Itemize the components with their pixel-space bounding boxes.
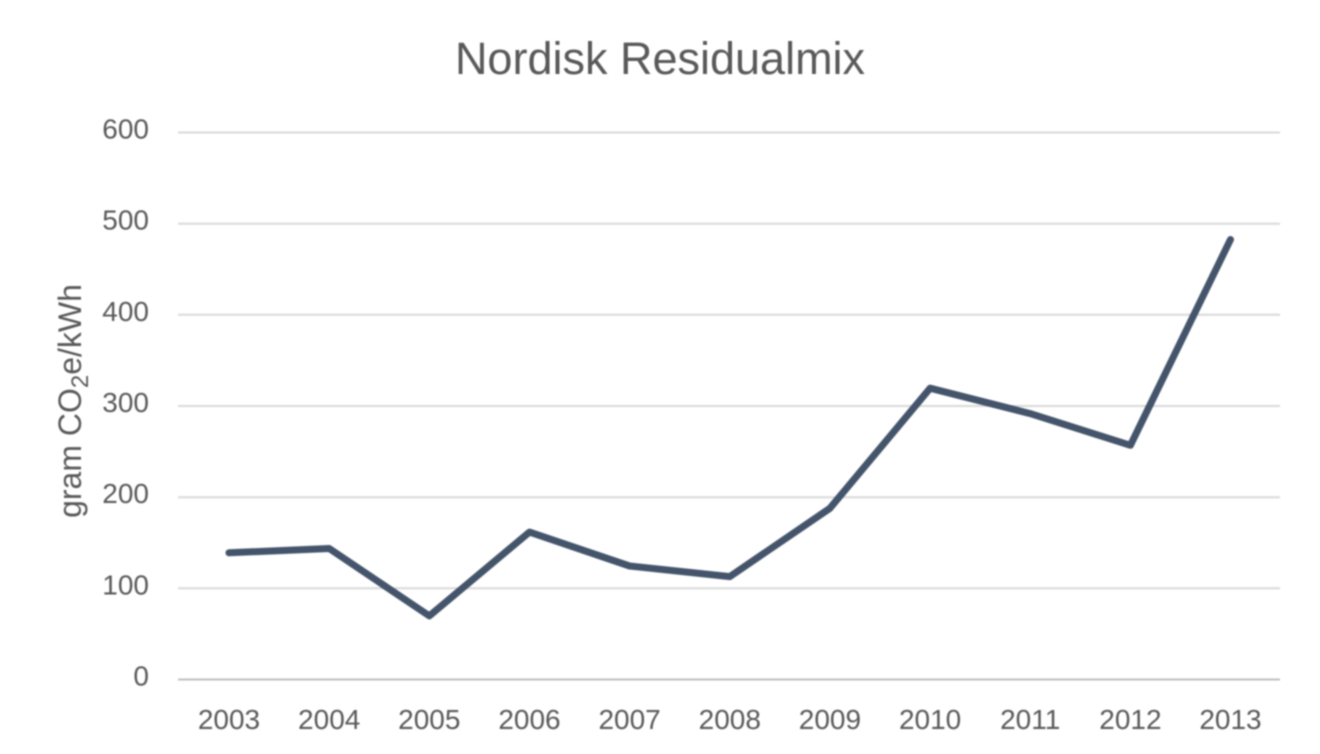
svg-text:2011: 2011 [1000,704,1060,735]
svg-text:2005: 2005 [398,704,460,735]
svg-text:2004: 2004 [298,704,360,735]
svg-text:200: 200 [102,478,149,509]
svg-text:2013: 2013 [1199,704,1261,735]
svg-text:Nordisk Residualmix: Nordisk Residualmix [455,33,866,84]
svg-text:2010: 2010 [899,704,961,735]
svg-text:0: 0 [133,661,149,692]
svg-text:600: 600 [102,114,149,145]
svg-text:2003: 2003 [198,704,260,735]
svg-text:gram CO2e/kWh: gram CO2e/kWh [52,284,94,518]
svg-text:500: 500 [102,205,149,236]
svg-text:2009: 2009 [799,704,861,735]
svg-text:100: 100 [102,569,149,600]
svg-text:2006: 2006 [498,704,560,735]
svg-text:2012: 2012 [1099,704,1161,735]
svg-text:2007: 2007 [598,704,660,735]
svg-text:2008: 2008 [699,704,761,735]
svg-text:400: 400 [102,296,149,327]
svg-text:300: 300 [102,387,149,418]
